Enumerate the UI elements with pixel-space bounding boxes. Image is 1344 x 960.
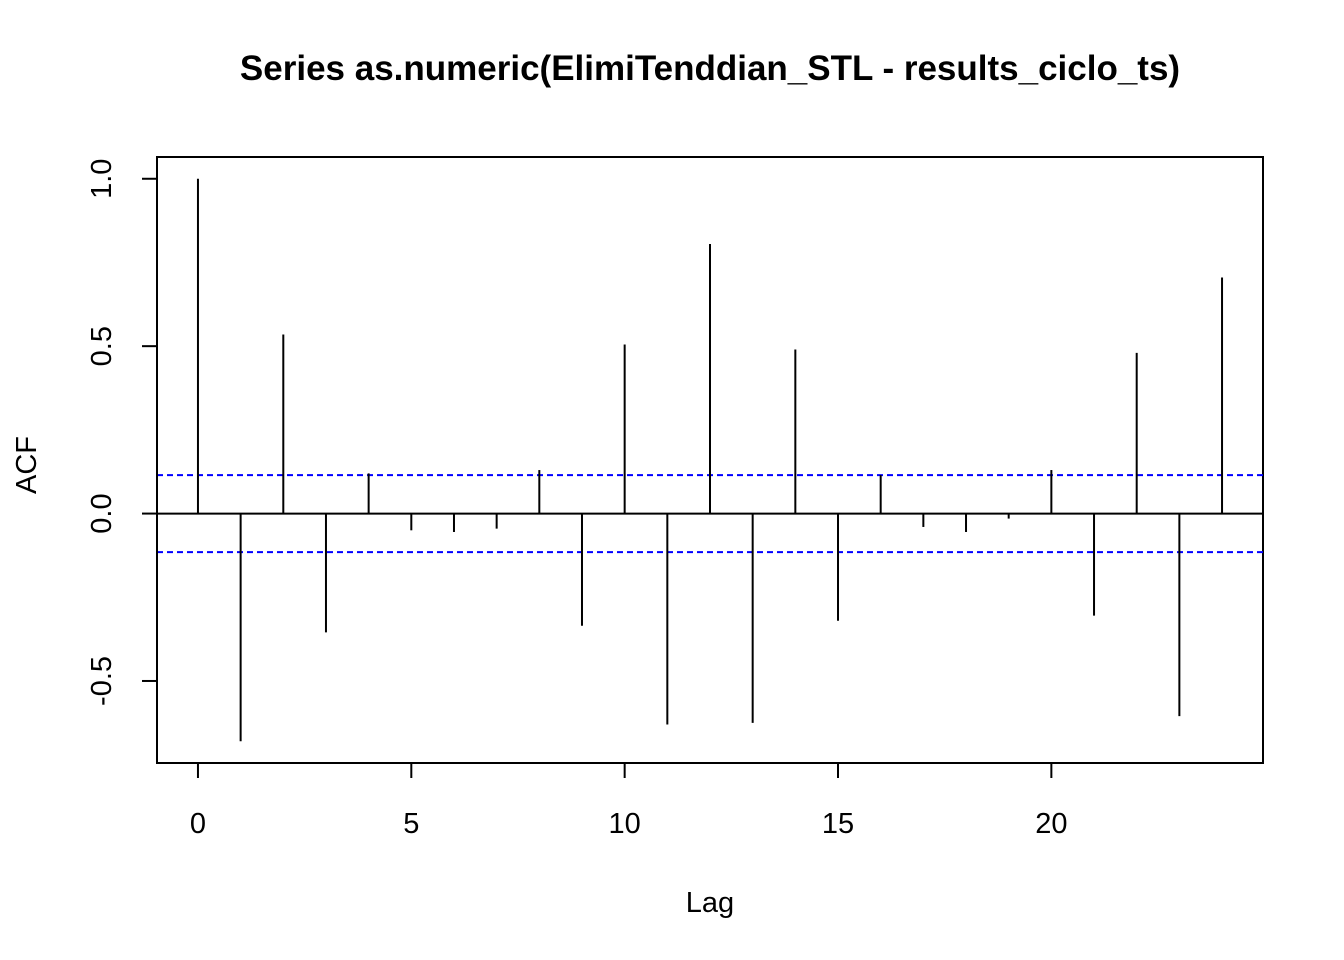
x-axis-label: Lag <box>686 887 734 919</box>
x-tick-label-5: 5 <box>403 808 419 840</box>
x-tick-label-20: 20 <box>1035 808 1067 840</box>
x-tick-label-15: 15 <box>822 808 854 840</box>
y-tick-label-2: 0.5 <box>86 326 118 366</box>
acf-spikes <box>196 178 1224 742</box>
x-axis: 0 5 10 15 20 <box>190 762 1067 840</box>
chart-title: Series as.numeric(ElimiTenddian_STL - re… <box>240 49 1180 88</box>
x-tick-label-10: 10 <box>609 808 641 840</box>
x-tick-label-0: 0 <box>190 808 206 840</box>
y-axis: -0.5 0.0 0.5 1.0 <box>86 159 158 706</box>
y-tick-label-0: -0.5 <box>86 656 118 706</box>
y-axis-label: ACF <box>11 436 43 494</box>
y-tick-label-3: 1.0 <box>86 159 118 199</box>
y-tick-label-1: 0.0 <box>86 493 118 533</box>
